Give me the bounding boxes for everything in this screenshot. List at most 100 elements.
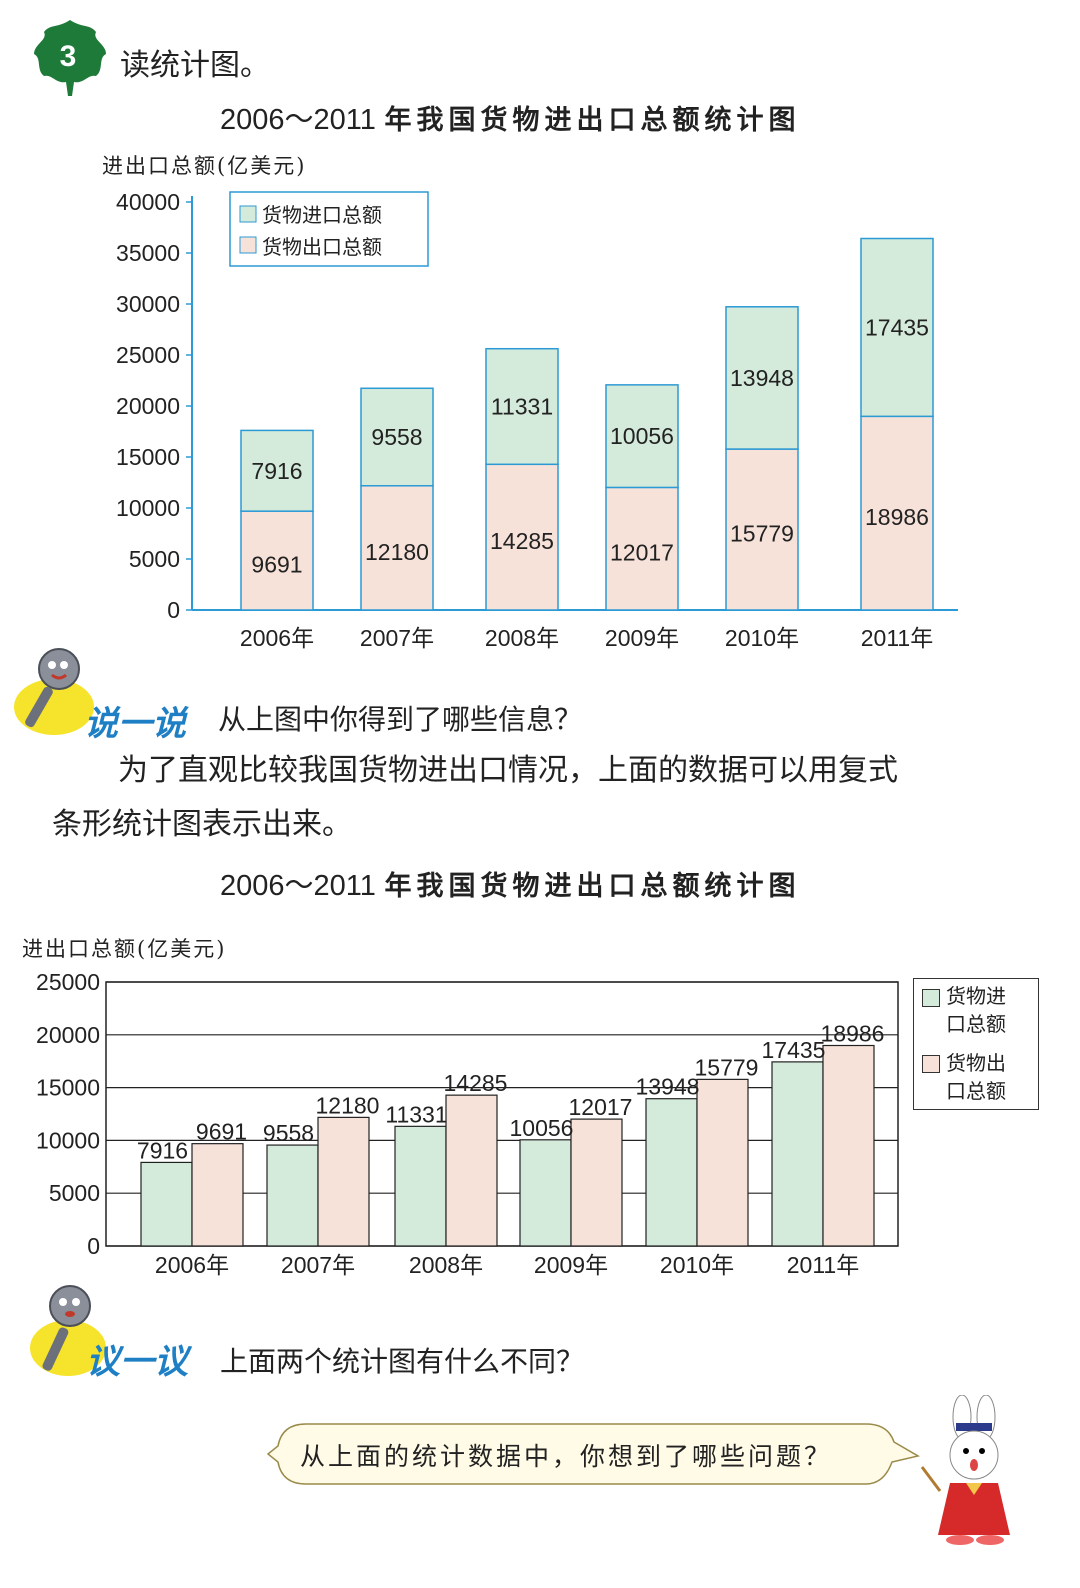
chart1-ylabel: 进出口总额(亿美元): [102, 154, 307, 178]
data-label-import: 9558: [263, 1120, 314, 1146]
data-label-export: 9691: [196, 1119, 247, 1145]
section-number: 3: [60, 40, 77, 73]
data-label-import: 13948: [636, 1074, 700, 1100]
data-label-import: 7916: [251, 458, 302, 484]
paragraph-line-2: 条形统计图表示出来。: [52, 807, 352, 842]
section-title: 读统计图。: [120, 48, 270, 83]
data-label-export: 12017: [610, 540, 674, 566]
y-tick-label: 25000: [116, 342, 180, 368]
bar-import: [394, 1125, 447, 1247]
bar-export: [360, 485, 434, 611]
y-tick-label: 0: [87, 1233, 100, 1259]
data-label-export: 12180: [365, 539, 429, 565]
data-label-import: 10056: [510, 1115, 574, 1141]
bar-export: [191, 1143, 244, 1247]
data-label-import: 17435: [762, 1037, 826, 1063]
bar-export: [570, 1118, 623, 1247]
x-tick-label: 2006年: [240, 625, 314, 651]
legend-import-label: 货物进口总额: [262, 204, 382, 227]
speech-bubble: [266, 1423, 921, 1485]
bar-import: [240, 429, 314, 512]
chart2-legend: 货物进 口总额 货物出 口总额: [913, 978, 1039, 1110]
y-tick-label: 30000: [116, 291, 180, 317]
bar-import: [860, 237, 934, 418]
bar-import: [360, 387, 434, 487]
data-label-import: 17435: [865, 314, 929, 340]
data-label-import: 7916: [137, 1137, 188, 1163]
data-label-export: 14285: [490, 528, 554, 554]
x-tick-label: 2010年: [660, 1252, 734, 1278]
bar-import: [605, 384, 679, 489]
chart1-title: 2006～2011 年我国货物进出口总额统计图: [220, 104, 801, 136]
bubble-text: 从上面的统计数据中，你想到了哪些问题？: [300, 1442, 833, 1471]
x-tick-label: 2011年: [787, 1252, 859, 1278]
chart2-ylabel: 进出口总额(亿美元): [22, 937, 227, 961]
data-label-export: 15779: [695, 1054, 759, 1080]
bar-export: [822, 1044, 875, 1247]
y-tick-label: 0: [167, 597, 180, 623]
data-label-import: 11331: [491, 394, 553, 420]
bar-export: [445, 1094, 498, 1247]
y-tick-label: 5000: [129, 546, 180, 572]
microphone-mascot-icon: [30, 1285, 106, 1376]
data-label-export: 12017: [569, 1094, 633, 1120]
legend-import-swatch: [922, 989, 940, 1007]
data-label-import: 11331: [385, 1101, 447, 1127]
x-tick-label: 2008年: [485, 625, 559, 651]
bar-export: [725, 448, 799, 611]
bar-import: [519, 1139, 572, 1247]
bar-export: [240, 510, 314, 611]
legend-import-label: 货物进口总额: [946, 984, 1006, 1036]
stacked-bar-chart: 0 5000 10000 15000 20000 25000 30000 35000 40000…: [116, 189, 958, 651]
x-tick-label: 2011年: [861, 625, 933, 651]
y-tick-label: 10000: [116, 495, 180, 521]
data-label-import: 10056: [610, 423, 674, 449]
say-question: 从上图中你得到了哪些信息？: [218, 703, 583, 736]
bar-import: [140, 1161, 193, 1247]
y-tick-label: 15000: [116, 444, 180, 470]
data-label-export: 18986: [821, 1021, 885, 1047]
data-label-import: 9558: [371, 424, 422, 450]
y-tick-label: 25000: [36, 969, 100, 995]
legend-export-swatch: [922, 1055, 940, 1073]
say-label: 说一说: [84, 704, 186, 744]
bar-import: [771, 1061, 824, 1247]
y-tick-label: 20000: [36, 1022, 100, 1048]
bar-export: [485, 463, 559, 611]
leaf-badge-icon: 3: [34, 20, 106, 96]
microphone-mascot-icon: [14, 648, 94, 735]
discuss-label: 议一议: [86, 1342, 188, 1382]
x-tick-label: 2009年: [605, 625, 679, 651]
x-tick-label: 2006年: [155, 1252, 229, 1278]
x-tick-label: 2010年: [725, 625, 799, 651]
rabbit-teacher-icon: [920, 1395, 1010, 1545]
bar-import: [485, 347, 559, 466]
x-tick-label: 2009年: [534, 1252, 608, 1278]
x-tick-label: 2007年: [281, 1252, 355, 1278]
bar-export: [860, 415, 934, 611]
y-tick-label: 20000: [116, 393, 180, 419]
y-tick-label: 40000: [116, 189, 180, 215]
legend-export-swatch: [239, 236, 257, 254]
x-tick-label: 2007年: [360, 625, 434, 651]
y-tick-label: 35000: [116, 240, 180, 266]
data-label-export: 9691: [251, 552, 302, 578]
grouped-bar-chart: 0 5000 10000 15000 20000 25000 7916 9691 2006年 95…: [36, 969, 899, 1278]
legend-export-label: 货物出口总额: [946, 1051, 1006, 1103]
bar-import: [266, 1144, 319, 1247]
legend-import-swatch: [239, 205, 257, 223]
data-label-export: 18986: [865, 504, 929, 530]
chart1-legend: [229, 191, 429, 267]
data-label-export: 12180: [316, 1092, 380, 1118]
data-label-import: 13948: [730, 365, 794, 391]
data-label-export: 14285: [444, 1070, 508, 1096]
y-tick-label: 10000: [36, 1127, 100, 1153]
y-tick-label: 5000: [49, 1180, 100, 1206]
x-tick-label: 2008年: [409, 1252, 483, 1278]
paragraph-line-1: 为了直观比较我国货物进出口情况，上面的数据可以用复式: [118, 753, 898, 788]
bar-import: [725, 306, 799, 450]
bar-import: [645, 1098, 698, 1247]
discuss-question: 上面两个统计图有什么不同？: [220, 1345, 585, 1378]
chart2-title: 2006～2011 年我国货物进出口总额统计图: [220, 870, 801, 902]
y-tick-label: 15000: [36, 1075, 100, 1101]
